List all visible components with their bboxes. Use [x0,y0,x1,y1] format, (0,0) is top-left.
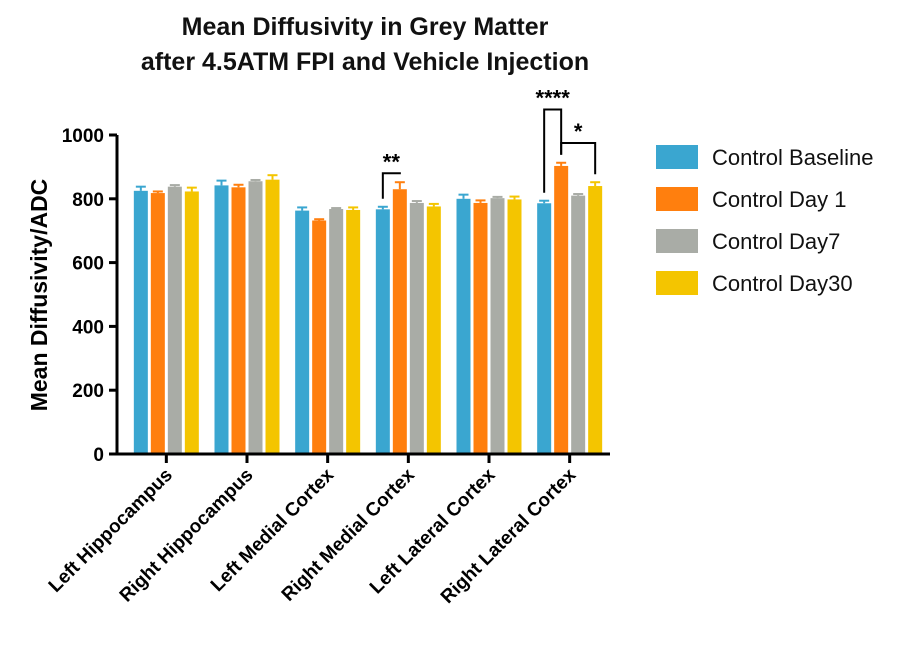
x-tick-label-5: Right Lateral Cortex [437,464,581,608]
bar-2-1 [312,220,327,454]
bar-4-1 [473,202,488,454]
y-tick-label-4: 800 [72,190,104,211]
bar-0-2 [167,186,182,455]
bar-3-2 [409,202,424,454]
error-bar-3-2 [411,200,422,203]
bar-1-2 [248,181,263,454]
error-bar-3-1 [394,181,405,190]
error-bar-4-0 [458,193,469,199]
bar-3-1 [392,189,407,455]
significance-label-1: **** [536,85,571,110]
error-bar-2-2 [331,207,342,210]
bar-5-2 [571,195,586,455]
chart-title-line-1: Mean Diffusivity in Grey Matter [182,13,549,41]
legend-item-3: Control Day30 [656,271,853,296]
bar-1-3 [265,179,280,454]
legend-swatch-2 [656,229,698,253]
error-bar-4-1 [475,199,486,203]
bar-4-0 [456,198,471,454]
error-bar-2-3 [348,206,359,210]
error-bar-0-2 [169,184,180,187]
error-bar-0-0 [135,185,146,191]
x-tick-label-3: Right Medial Cortex [278,464,419,605]
error-bar-5-2 [573,193,584,196]
y-tick-label-0: 0 [93,445,104,466]
legend-swatch-3 [656,271,698,295]
legend: Control Baseline Control Day 1 Control Day… [656,145,873,296]
error-bar-3-3 [428,202,439,207]
bar-2-2 [329,209,344,454]
error-bar-5-3 [590,181,601,187]
bar-5-1 [554,165,569,454]
y-axis-label: Mean Diffusivity/ADC [26,179,52,412]
bar-0-1 [150,193,165,455]
y-tick-label-2: 400 [72,317,104,338]
error-bar-4-2 [492,195,503,199]
bar-3-0 [375,209,390,454]
bar-1-1 [231,187,246,455]
legend-label-3: Control Day30 [712,271,853,296]
y-tick-label-3: 600 [72,254,104,275]
legend-label-0: Control Baseline [712,145,873,170]
x-tick-label-1: Right Hippocampus [116,465,258,607]
error-bar-4-3 [509,195,520,200]
error-bar-1-0 [216,179,227,186]
legend-label-2: Control Day7 [712,229,840,254]
bar-5-3 [588,186,603,455]
legend-item-2: Control Day7 [656,229,840,254]
error-bar-1-1 [233,183,244,188]
bar-0-3 [184,191,199,454]
legend-item-1: Control Day 1 [656,187,847,212]
bar-5-0 [537,203,552,454]
error-bar-3-0 [377,205,388,210]
bar-1-0 [214,185,229,455]
bar-2-0 [295,210,310,454]
error-bar-0-3 [186,186,197,192]
bar-0-0 [133,190,148,454]
significance-bracket-1: **** [536,85,571,193]
significance-bracket-2: * [560,119,597,175]
legend-item-0: Control Baseline [656,145,873,170]
legend-swatch-1 [656,187,698,211]
chart-title-line-2: after 4.5ATM FPI and Vehicle Injection [141,48,589,76]
significance-label-0: ** [383,149,401,174]
error-bar-5-0 [539,199,550,204]
significance-bracket-0: ** [381,149,401,199]
legend-label-1: Control Day 1 [712,187,847,212]
error-bar-5-1 [556,161,567,166]
error-bar-0-1 [152,190,163,194]
bar-3-3 [426,206,441,454]
chart-title: Mean Diffusivity in Grey Matter after 4.… [141,13,589,76]
y-tick-label-5: 1000 [62,126,104,147]
error-bar-2-1 [314,218,325,221]
bar-4-3 [507,199,522,454]
error-bar-1-2 [250,178,261,182]
y-tick-label-1: 200 [72,381,104,402]
error-bar-2-0 [297,206,308,211]
bar-2-3 [346,209,361,454]
bar-4-2 [490,198,505,454]
legend-swatch-0 [656,145,698,169]
error-bar-1-3 [267,174,278,180]
significance-label-2: * [574,119,583,144]
